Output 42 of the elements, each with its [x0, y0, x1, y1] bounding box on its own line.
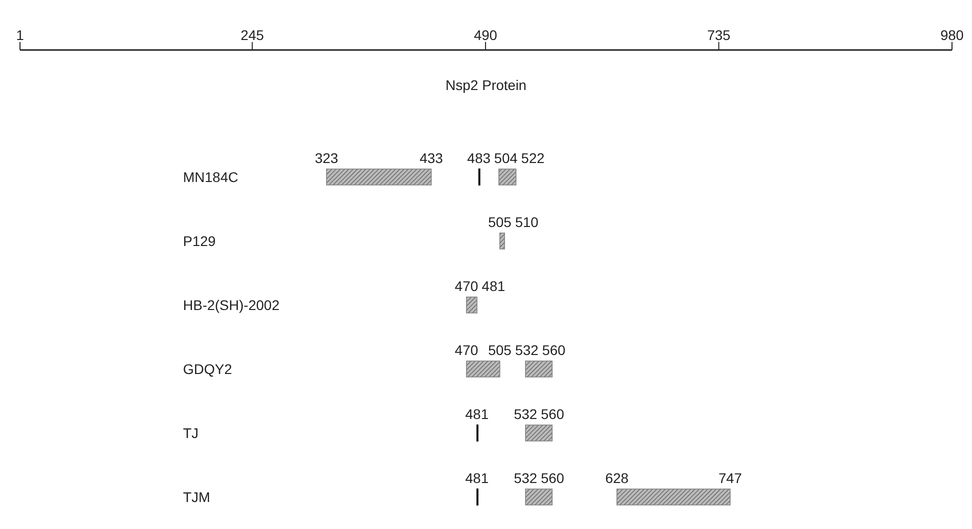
bar — [466, 360, 500, 378]
annotation: 323 — [314, 150, 338, 166]
annotation: 560 — [542, 342, 566, 358]
annotation: 481 — [465, 470, 489, 486]
annotation: 505 — [488, 342, 512, 358]
annotation: 470 — [454, 342, 478, 358]
annotation: 483 — [467, 150, 491, 166]
bar — [326, 168, 432, 186]
bar — [498, 168, 516, 186]
x-tick-label: 245 — [240, 27, 264, 43]
annotation: 628 — [605, 470, 629, 486]
annotation: 433 — [420, 150, 444, 166]
y-tick-label: GDQY2 — [183, 360, 232, 377]
annotation: 560 — [540, 406, 564, 422]
x-tick-label: 490 — [474, 27, 498, 43]
bar — [466, 296, 478, 314]
x-tick-label: 1 — [16, 27, 24, 43]
x-tick-label: 735 — [707, 27, 731, 43]
bar — [616, 488, 731, 506]
annotation: 532 — [514, 470, 538, 486]
annotation: 747 — [718, 470, 742, 486]
y-tick-label: P129 — [183, 232, 216, 249]
bar — [525, 360, 553, 378]
x-tick-label: 980 — [940, 27, 964, 43]
annotation: 532 — [514, 406, 538, 422]
annotation: 505 — [488, 214, 512, 230]
y-tick-label: TJM — [183, 488, 210, 505]
annotation: 481 — [482, 278, 506, 294]
annotation: 532 — [515, 342, 539, 358]
annotation: 504 — [494, 150, 518, 166]
x-axis-title: Nsp2 Protein — [446, 77, 526, 93]
annotation: 510 — [515, 214, 539, 230]
bar — [525, 488, 553, 506]
bar — [525, 424, 553, 442]
y-tick-label: TJ — [183, 424, 199, 441]
y-tick-label: HB-2(SH)-2002 — [183, 296, 280, 313]
annotation: 481 — [465, 406, 489, 422]
y-tick-label: MN184C — [183, 168, 238, 185]
bar — [499, 232, 505, 250]
annotation: 560 — [540, 470, 564, 486]
annotation: 470 — [454, 278, 478, 294]
annotation: 522 — [521, 150, 545, 166]
